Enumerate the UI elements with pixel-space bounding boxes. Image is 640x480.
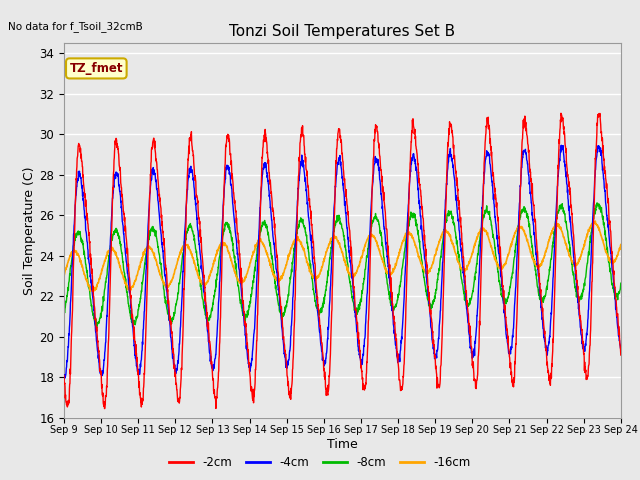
Text: TZ_fmet: TZ_fmet [70,62,123,75]
Title: Tonzi Soil Temperatures Set B: Tonzi Soil Temperatures Set B [229,24,456,39]
Y-axis label: Soil Temperature (C): Soil Temperature (C) [24,166,36,295]
Legend: -2cm, -4cm, -8cm, -16cm: -2cm, -4cm, -8cm, -16cm [164,452,476,474]
X-axis label: Time: Time [327,438,358,451]
Text: No data for f_Tsoil_32cmB: No data for f_Tsoil_32cmB [8,21,143,32]
